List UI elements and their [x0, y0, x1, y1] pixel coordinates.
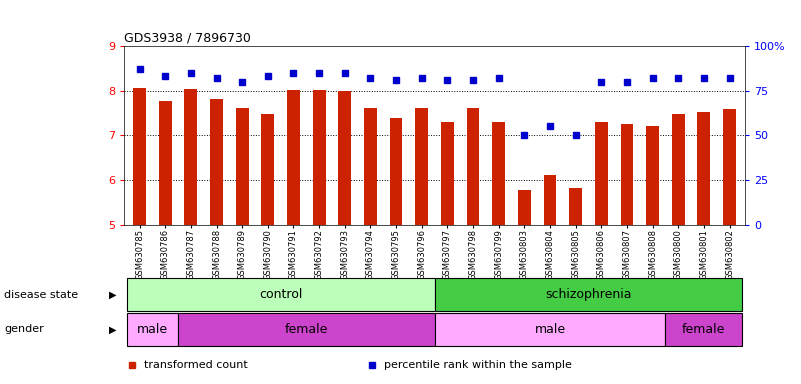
- Bar: [389, 118, 402, 225]
- Bar: [666, 313, 743, 346]
- Bar: [415, 108, 428, 225]
- Bar: [159, 101, 171, 225]
- Text: gender: gender: [4, 324, 44, 334]
- Bar: [441, 121, 454, 225]
- Bar: [133, 88, 146, 225]
- Bar: [621, 124, 634, 225]
- Text: male: male: [137, 323, 168, 336]
- Bar: [127, 278, 434, 311]
- Bar: [570, 188, 582, 225]
- Bar: [672, 114, 685, 225]
- Text: male: male: [534, 323, 566, 336]
- Bar: [434, 278, 743, 311]
- Bar: [723, 109, 736, 225]
- Text: transformed count: transformed count: [144, 360, 248, 370]
- Bar: [493, 121, 505, 225]
- Text: control: control: [259, 288, 302, 301]
- Bar: [261, 114, 274, 225]
- Text: female: female: [284, 323, 328, 336]
- Bar: [178, 313, 434, 346]
- Bar: [646, 126, 659, 225]
- Bar: [312, 90, 325, 225]
- Bar: [518, 190, 531, 225]
- Text: disease state: disease state: [4, 290, 78, 300]
- Text: ▶: ▶: [109, 290, 116, 300]
- Bar: [287, 90, 300, 225]
- Text: percentile rank within the sample: percentile rank within the sample: [384, 360, 573, 370]
- Text: ▶: ▶: [109, 324, 116, 334]
- Bar: [434, 313, 666, 346]
- Bar: [235, 108, 248, 225]
- Bar: [698, 112, 710, 225]
- Bar: [364, 108, 376, 225]
- Text: female: female: [682, 323, 726, 336]
- Bar: [595, 121, 608, 225]
- Bar: [544, 175, 557, 225]
- Bar: [184, 89, 197, 225]
- Text: schizophrenia: schizophrenia: [545, 288, 632, 301]
- Text: GDS3938 / 7896730: GDS3938 / 7896730: [124, 31, 251, 44]
- Bar: [338, 91, 351, 225]
- Bar: [127, 313, 178, 346]
- Bar: [210, 99, 223, 225]
- Bar: [467, 108, 480, 225]
